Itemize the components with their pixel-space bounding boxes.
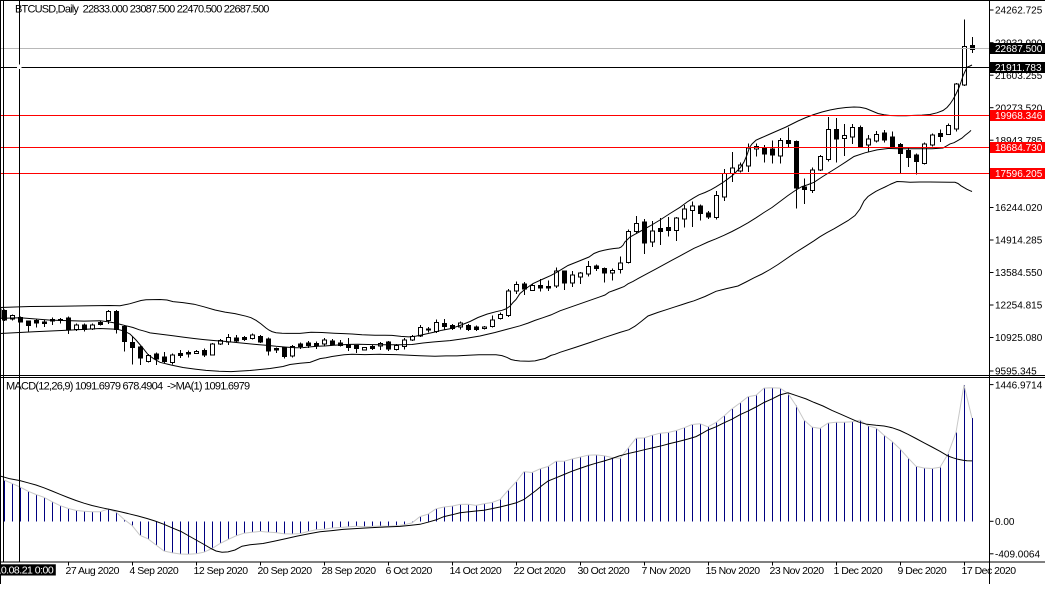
svg-text:15 Nov 2020: 15 Nov 2020 bbox=[706, 565, 761, 577]
svg-text:14914.285: 14914.285 bbox=[995, 236, 1043, 247]
svg-text:21911.783: 21911.783 bbox=[995, 63, 1042, 74]
svg-text:13584.550: 13584.550 bbox=[995, 268, 1043, 279]
svg-text:MACD(12,26,9) 1091.6979 678.49: MACD(12,26,9) 1091.6979 678.4904 ->MA(1)… bbox=[6, 381, 250, 393]
svg-text:7 Nov 2020: 7 Nov 2020 bbox=[642, 565, 691, 577]
svg-text:24262.725: 24262.725 bbox=[995, 6, 1043, 17]
svg-text:30 Oct 2020: 30 Oct 2020 bbox=[578, 565, 630, 577]
svg-text:BTCUSD,Daily 22833.000 23087.: BTCUSD,Daily 22833.000 23087.500 22470.5… bbox=[15, 4, 269, 16]
svg-text:17596.205: 17596.205 bbox=[995, 169, 1043, 180]
svg-text:9 Dec 2020: 9 Dec 2020 bbox=[898, 565, 947, 577]
svg-text:12254.815: 12254.815 bbox=[995, 301, 1043, 312]
svg-text:21603.255: 21603.255 bbox=[995, 71, 1043, 82]
svg-text:20273.520: 20273.520 bbox=[995, 103, 1043, 114]
svg-text:18684.730: 18684.730 bbox=[995, 143, 1043, 154]
svg-text:28 Sep 2020: 28 Sep 2020 bbox=[322, 565, 377, 577]
svg-text:10.08.21 0:00: 10.08.21 0:00 bbox=[0, 565, 54, 577]
svg-text:6 Oct 2020: 6 Oct 2020 bbox=[386, 565, 433, 577]
svg-text:18943.785: 18943.785 bbox=[995, 136, 1043, 147]
svg-text:20 Sep 2020: 20 Sep 2020 bbox=[258, 565, 313, 577]
svg-text:27 Aug 2020: 27 Aug 2020 bbox=[66, 565, 120, 577]
svg-text:1 Dec 2020: 1 Dec 2020 bbox=[834, 565, 883, 577]
svg-text:12 Sep 2020: 12 Sep 2020 bbox=[194, 565, 249, 577]
svg-text:22 Oct 2020: 22 Oct 2020 bbox=[514, 565, 566, 577]
svg-text:22687.500: 22687.500 bbox=[995, 44, 1043, 55]
svg-text:16244.020: 16244.020 bbox=[995, 203, 1043, 214]
svg-text:9595.345: 9595.345 bbox=[995, 367, 1037, 378]
svg-text:23 Nov 2020: 23 Nov 2020 bbox=[770, 565, 825, 577]
svg-text:-409.0064: -409.0064 bbox=[995, 550, 1040, 561]
svg-text:1446.9714: 1446.9714 bbox=[995, 380, 1043, 391]
svg-text:10925.080: 10925.080 bbox=[995, 333, 1043, 344]
svg-text:19968.346: 19968.346 bbox=[995, 111, 1043, 122]
svg-text:17 Dec 2020: 17 Dec 2020 bbox=[962, 565, 1017, 577]
svg-text:0.00: 0.00 bbox=[995, 517, 1015, 528]
svg-text:14 Oct 2020: 14 Oct 2020 bbox=[450, 565, 502, 577]
svg-text:4 Sep 2020: 4 Sep 2020 bbox=[130, 565, 179, 577]
